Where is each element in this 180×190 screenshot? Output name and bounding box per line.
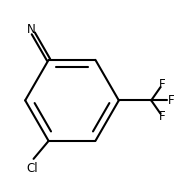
- Text: N: N: [27, 23, 36, 36]
- Text: F: F: [159, 78, 166, 91]
- Text: F: F: [159, 110, 166, 123]
- Text: Cl: Cl: [27, 162, 39, 175]
- Text: F: F: [168, 94, 174, 107]
